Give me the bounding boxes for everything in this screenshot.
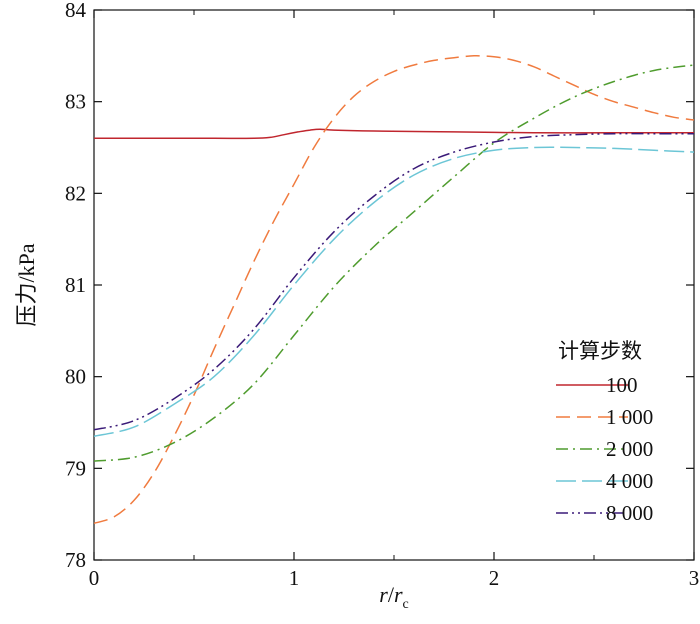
tick-labels: 0 1 2 3 78 79 80 81 82 83 84 bbox=[65, 0, 699, 590]
x-axis-title: r/rc bbox=[379, 582, 408, 612]
series-line-3 bbox=[93, 64, 695, 462]
series-line-2 bbox=[93, 55, 695, 525]
x-tick-label: 1 bbox=[289, 566, 300, 590]
legend-label-2: 1 000 bbox=[606, 405, 653, 429]
y-axis-title: 压力/kPa bbox=[14, 243, 39, 326]
x-axis-title-r: r bbox=[379, 582, 388, 607]
legend-title: 计算步数 bbox=[558, 339, 642, 363]
x-axis-title-rc: r bbox=[394, 582, 403, 607]
y-tick-label: 82 bbox=[65, 181, 86, 205]
legend-label-4: 4 000 bbox=[606, 469, 653, 493]
y-tick-label: 78 bbox=[65, 548, 86, 572]
y-tick-label: 80 bbox=[65, 365, 86, 389]
plot-frame bbox=[93, 9, 695, 561]
y-tick-label: 83 bbox=[65, 90, 86, 114]
y-tick-label: 84 bbox=[65, 0, 87, 22]
legend-label-5: 8 000 bbox=[606, 501, 653, 525]
series-line-5 bbox=[93, 132, 694, 431]
series-line-4 bbox=[93, 146, 695, 438]
y-tick-label: 81 bbox=[65, 273, 86, 297]
x-tick-label: 2 bbox=[489, 566, 500, 590]
legend: 计算步数 100 1 000 2 000 4 000 8 000 bbox=[556, 339, 653, 525]
y-tick-label: 79 bbox=[65, 456, 86, 480]
axis-ticks bbox=[93, 9, 695, 561]
x-tick-label: 3 bbox=[689, 566, 700, 590]
series-lines bbox=[93, 55, 695, 525]
x-axis-title-subscript: c bbox=[403, 597, 409, 612]
legend-label-1: 100 bbox=[606, 373, 638, 397]
x-tick-label: 0 bbox=[89, 566, 100, 590]
legend-label-3: 2 000 bbox=[606, 437, 653, 461]
x-axis-title-slash: / bbox=[388, 582, 395, 607]
series-line-1 bbox=[93, 128, 694, 140]
